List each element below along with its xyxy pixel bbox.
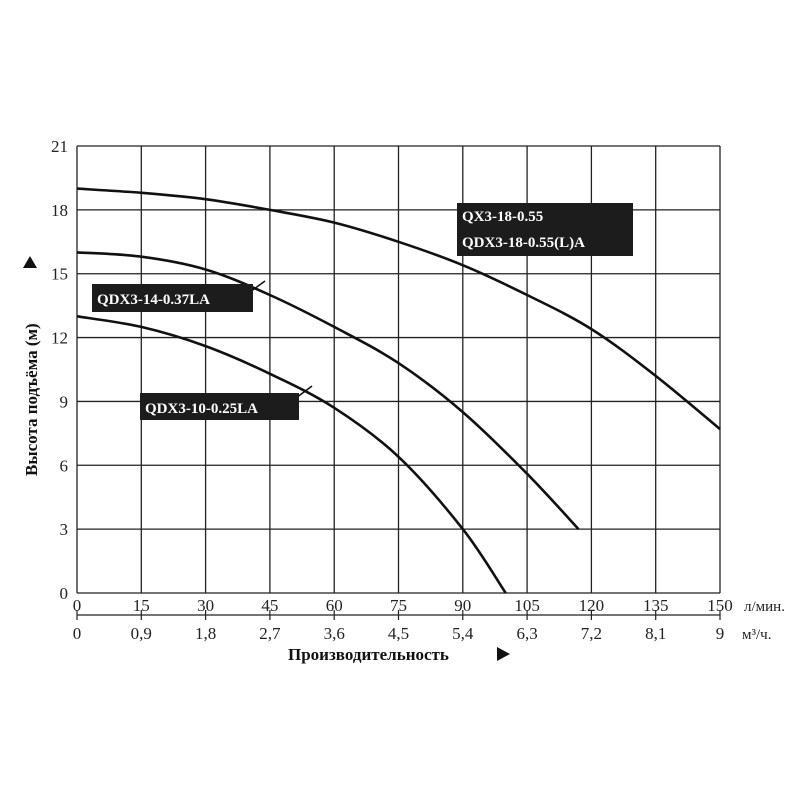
curves <box>76 187 721 594</box>
series-labels: QX3-18-0.55 QDX3-18-0.55(L)A QDX3-14-0.37L… <box>92 203 633 420</box>
x-tick-label-secondary: 4,5 <box>388 624 409 643</box>
x-unit-primary: л/мин. <box>744 599 785 615</box>
label-box <box>140 393 299 420</box>
x-tick-label-secondary: 5,4 <box>452 624 474 643</box>
x-tick-label: 150 <box>707 596 733 615</box>
series-label-2: QDX3-14-0.37LA <box>92 280 266 312</box>
y-tick-label: 18 <box>51 201 68 220</box>
label-box <box>92 284 253 312</box>
x-tick-label: 15 <box>133 596 150 615</box>
y-axis-arrow-icon <box>23 256 37 268</box>
x-tick-label: 0 <box>73 596 82 615</box>
x-tick-label-secondary: 2,7 <box>259 624 281 643</box>
y-axis-title: Высота подъёма (м) <box>22 323 41 476</box>
x-tick-label: 135 <box>643 596 669 615</box>
series-line-1 <box>76 187 721 431</box>
x-tick-label: 75 <box>390 596 407 615</box>
x-unit-secondary: м³/ч. <box>742 627 771 643</box>
x-tick-label-secondary: 7,2 <box>581 624 602 643</box>
x-tick-label: 120 <box>579 596 605 615</box>
y-tick-label: 9 <box>60 392 69 411</box>
x-tick-label: 105 <box>514 596 540 615</box>
x-tick-label: 30 <box>197 596 214 615</box>
grid <box>76 145 721 620</box>
label-box <box>457 203 633 256</box>
x-tick-label-secondary: 6,3 <box>516 624 537 643</box>
series-label-1: QX3-18-0.55 QDX3-18-0.55(L)A <box>457 203 633 256</box>
label-text: QDX3-14-0.37LA <box>97 292 210 308</box>
x-tick-label: 45 <box>261 596 278 615</box>
label-text: QDX3-18-0.55(L)A <box>462 235 585 251</box>
y-tick-label: 12 <box>51 329 68 348</box>
y-tick-label: 3 <box>60 520 69 539</box>
x-tick-label: 60 <box>326 596 343 615</box>
x-tick-label-secondary: 3,6 <box>324 624 345 643</box>
label-text: QDX3-10-0.25LA <box>145 401 258 417</box>
label-text: QX3-18-0.55 <box>462 209 543 225</box>
x-tick-label-secondary: 9 <box>716 624 725 643</box>
x-tick-label-secondary: 8,1 <box>645 624 666 643</box>
x-axis-title: Производительность <box>288 645 449 664</box>
series-line-2 <box>76 251 580 530</box>
y-tick-label: 15 <box>51 265 68 284</box>
y-tick-label: 21 <box>51 137 68 156</box>
x-tick-label-secondary: 1,8 <box>195 624 216 643</box>
x-axis-arrow-icon <box>497 647 510 661</box>
y-tick-label: 6 <box>60 456 69 475</box>
x-tick-label: 90 <box>454 596 471 615</box>
series-label-3: QDX3-10-0.25LA <box>140 385 313 420</box>
y-tick-label: 0 <box>60 584 69 603</box>
x-tick-label-secondary: 0 <box>73 624 82 643</box>
series-line-3 <box>76 315 507 594</box>
x-tick-label-secondary: 0,9 <box>131 624 152 643</box>
